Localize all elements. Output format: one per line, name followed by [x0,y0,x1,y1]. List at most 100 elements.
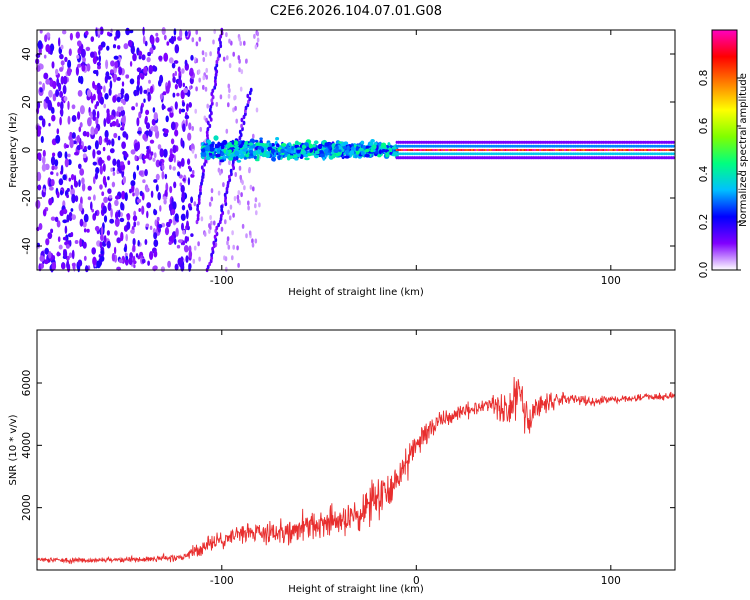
heatmap-cell [572,152,575,156]
heatmap-cell [232,212,235,218]
heatmap-cell [94,140,99,150]
heatmap-cell [205,67,208,73]
heatmap-cell [203,231,207,237]
heatmap-cell [71,115,77,122]
heatmap-cell [469,152,472,156]
heatmap-cell [425,149,428,151]
heatmap-cell [560,149,563,151]
heatmap-cell [103,235,107,243]
heatmap-cell [449,144,453,148]
heatmap-cell [237,190,241,196]
heatmap-cell [498,144,502,148]
heatmap-cell [181,101,186,107]
heatmap-cell [462,140,465,144]
heatmap-cell [526,140,530,144]
heatmap-cell [142,155,147,160]
heatmap-cell [490,140,493,144]
heatmap-cell [174,70,177,77]
heatmap-cell [238,165,242,171]
heatmap-cell [49,43,55,52]
heatmap-cell [644,144,647,148]
heatmap-cell [200,151,207,157]
heatmap-cell [623,156,626,160]
heatmap-cell [434,152,437,156]
heatmap-cell [180,184,185,193]
heatmap-cell [57,101,61,107]
heatmap-cell [446,156,449,160]
heatmap-cell [206,103,209,109]
heatmap-cell [152,107,156,113]
snr-y-tick-label: 2000 [21,494,33,521]
heatmap-cell [637,156,640,160]
heatmap-cell [616,149,619,151]
heatmap-cell [640,140,644,144]
heatmap-cell [142,35,146,45]
heatmap-cell [319,150,324,154]
heatmap-cell [217,222,221,228]
heatmap-cell [548,152,551,156]
heatmap-cell [236,194,240,200]
heatmap-cell [490,156,493,160]
heatmap-cell [542,140,546,144]
heatmap-cell [92,161,98,166]
heatmap-cell [245,58,248,64]
heatmap-cell [43,259,49,265]
heatmap-cell [458,140,462,144]
heatmap-cell [116,110,119,117]
heatmap-cell [92,70,98,74]
heatmap-cell [170,35,175,45]
heatmap-cell [110,167,113,172]
heatmap-cell [136,85,140,93]
heatmap-cell [653,140,656,144]
heatmap-cell [605,152,609,156]
heatmap-cell [113,55,119,60]
heatmap-cell [210,188,214,194]
heatmap-cell [474,156,477,160]
heatmap-cell [128,256,133,266]
heatmap-cell [65,244,70,249]
heatmap-cell [465,144,469,148]
heatmap-cell [653,144,656,148]
heatmap-cell [164,173,168,180]
heatmap-cell [484,149,488,151]
heatmap-cell [409,140,413,144]
heatmap-cell [528,140,532,144]
heatmap-cell [158,55,163,61]
heatmap-cell [470,140,474,144]
heatmap-cell [523,156,526,160]
heatmap-cell [205,144,210,150]
heatmap-cell [44,34,48,43]
heatmap-cell [567,144,570,148]
heatmap-cell [481,149,484,151]
heatmap-cell [525,152,528,156]
heatmap-cell [228,149,232,153]
heatmap-cell [661,140,665,144]
heatmap-cell [153,125,159,133]
heatmap-cell [472,144,476,148]
heatmap-cell [123,43,129,50]
heatmap-cell [630,149,633,151]
spectrogram-x-tick-label: -100 [210,275,234,287]
heatmap-cell [556,144,560,148]
heatmap-cell [427,144,430,148]
heatmap-cell [55,134,61,144]
heatmap-cell [70,174,75,181]
heatmap-cell [112,44,117,49]
heatmap-cell [609,144,612,148]
heatmap-cell [114,217,120,227]
heatmap-cell [238,129,242,135]
heatmap-cell [395,140,398,144]
heatmap-cell [493,144,497,148]
heatmap-cell [90,112,93,120]
heatmap-cell [86,63,91,72]
heatmap-cell [570,152,574,156]
heatmap-cell [159,93,163,100]
heatmap-cell [136,78,140,87]
heatmap-cell [209,51,212,57]
heatmap-cell [124,257,129,266]
heatmap-cell [231,139,235,145]
heatmap-cell [195,41,199,47]
heatmap-cell [609,140,612,144]
heatmap-cell [208,228,211,234]
heatmap-cell [584,140,588,144]
